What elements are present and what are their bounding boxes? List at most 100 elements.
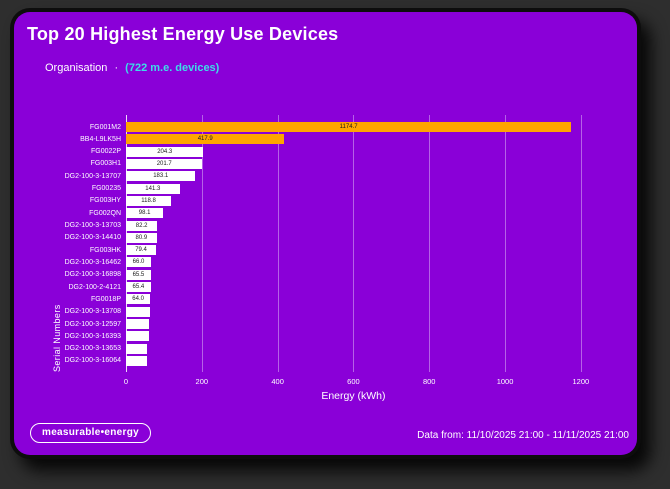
serial-number-label: FG003H1 xyxy=(90,160,121,168)
plot-area: Serial Numbers FG001M2 1174.7 BB4-L9LK5H 41… xyxy=(52,115,596,402)
bar-value-label: 80.9 xyxy=(135,234,148,241)
x-tick-label: 800 xyxy=(422,377,436,386)
subtitle-separator: · xyxy=(114,62,119,74)
serial-number-label: FG003HK xyxy=(89,246,121,254)
energy-bar xyxy=(126,331,149,342)
x-axis-title: Energy (kWh) xyxy=(321,390,386,402)
x-tick-label: 0 xyxy=(123,377,129,386)
bar-row: DG2-100-3-16462 66.0 xyxy=(65,257,596,268)
energy-bar: 417.9 xyxy=(126,134,285,145)
serial-number-label: DG2-100-3-13703 xyxy=(64,222,121,229)
bar-row: BB4-L9LK5H 417.9 xyxy=(80,134,596,145)
device-count-label: (722 m.e. devices) xyxy=(125,62,220,74)
bar-rows: FG001M2 1174.7 BB4-L9LK5H 417.9 FG0022P 204.3… xyxy=(65,115,596,372)
serial-number-label: DG2-100-3-13653 xyxy=(64,345,121,353)
energy-bar: 79.4 xyxy=(126,245,157,256)
bar-value-label: 65.4 xyxy=(132,284,145,291)
bar-row: FG003H1 201.7 xyxy=(91,158,596,169)
bar-row: DG2-100-3-13653 xyxy=(65,343,596,354)
page-title: Top 20 Highest Energy Use Devices xyxy=(27,24,339,44)
bar-value-label: 417.9 xyxy=(197,136,213,143)
serial-number-label: DG2-100-2-4121 xyxy=(68,283,121,291)
bar-row: FG002QN 98.1 xyxy=(89,208,596,219)
serial-number-label: FG00235 xyxy=(91,185,121,193)
energy-bar xyxy=(126,306,150,317)
energy-bar: 118.8 xyxy=(126,195,172,206)
serial-number-label: DG2-100-3-13708 xyxy=(64,308,121,316)
bar-value-label: 79.4 xyxy=(135,247,147,254)
bar-row: DG2-100-3-13707 183.1 xyxy=(65,171,596,182)
bar-row: DG2-100-3-13703 82.2 xyxy=(65,220,596,231)
bar-value-label: 82.2 xyxy=(135,222,148,229)
energy-bar: 82.2 xyxy=(126,220,158,231)
x-tick-label: 1000 xyxy=(496,377,514,386)
gridline xyxy=(580,115,582,372)
x-tick-label: 600 xyxy=(347,377,360,386)
gridline xyxy=(277,115,279,372)
energy-bar: 183.1 xyxy=(126,171,196,182)
energy-bar: 64.0 xyxy=(126,294,151,305)
bar-row: DG2-100-2-4121 65.4 xyxy=(68,282,596,293)
energy-bar: 1174.7 xyxy=(126,122,572,132)
bar-value-label: 204.3 xyxy=(157,148,173,155)
serial-number-label: FG0018P xyxy=(91,295,121,303)
bar-row: FG0018P 64.0 xyxy=(91,294,596,305)
serial-number-label: FG0022P xyxy=(91,148,121,156)
serial-number-label: DG2-100-3-16064 xyxy=(64,357,121,365)
energy-bar: 80.9 xyxy=(126,232,157,243)
bar-value-label: 66.0 xyxy=(132,259,145,266)
energy-bar xyxy=(126,355,147,366)
serial-number-label: DG2-100-3-16393 xyxy=(64,332,121,340)
bar-value-label: 64.0 xyxy=(132,296,144,303)
bar-value-label: 98.1 xyxy=(138,210,151,217)
energy-bar: 66.0 xyxy=(126,257,152,268)
energy-bar: 98.1 xyxy=(126,208,164,219)
serial-number-label: BB4-L9LK5H xyxy=(80,135,121,143)
serial-number-label: DG2-100-3-16898 xyxy=(64,271,121,279)
bar-row: DG2-100-3-14410 80.9 xyxy=(65,232,596,243)
subtitle: Organisation · (722 m.e. devices) xyxy=(45,62,219,74)
bar-value-label: 65.5 xyxy=(132,271,145,278)
gridline xyxy=(353,115,355,372)
gridline xyxy=(505,115,507,372)
bar-row: DG2-100-3-13708 xyxy=(65,306,596,317)
date-range-label: Data from: 11/10/2025 21:00 - 11/11/2025… xyxy=(417,430,629,441)
x-tick-label: 400 xyxy=(271,377,284,386)
gridline xyxy=(429,115,431,372)
energy-bar xyxy=(126,319,150,329)
energy-bar xyxy=(126,343,148,354)
bar-row: FG003HK 79.4 xyxy=(90,245,596,256)
bar-row: DG2-100-3-16898 65.5 xyxy=(65,269,596,280)
organisation-label: Organisation xyxy=(45,62,108,74)
bar-value-label: 141.3 xyxy=(145,185,161,192)
measurable-energy-logo: measurable•energy xyxy=(30,423,151,443)
bar-row: DG2-100-3-16393 xyxy=(65,331,596,342)
energy-bar: 141.3 xyxy=(126,183,180,194)
bar-value-label: 201.7 xyxy=(156,160,172,167)
bar-row: DG2-100-3-12597 xyxy=(65,319,596,329)
energy-bar: 65.5 xyxy=(126,269,151,280)
x-tick-label: 200 xyxy=(195,377,209,386)
bar-row: FG003HY 118.8 xyxy=(90,195,596,206)
report-card: Top 20 Highest Energy Use Devices Organi… xyxy=(14,12,637,455)
serial-number-label: DG2-100-3-14410 xyxy=(64,234,121,242)
bar-row: FG00235 141.3 xyxy=(92,183,596,194)
serial-number-label: DG2-100-3-12597 xyxy=(64,320,121,328)
serial-number-label: FG003HY xyxy=(89,197,121,205)
energy-bar: 65.4 xyxy=(126,282,151,293)
energy-bar: 204.3 xyxy=(126,146,204,157)
serial-number-label: FG001M2 xyxy=(89,123,121,131)
bar-value-label: 118.8 xyxy=(141,197,156,204)
gridline xyxy=(201,115,203,372)
gridline xyxy=(126,115,127,372)
energy-bar: 201.7 xyxy=(126,158,203,169)
bar-value-label: 1174.7 xyxy=(339,124,358,130)
y-axis-title: Serial Numbers xyxy=(52,304,62,372)
bar-row: FG001M2 1174.7 xyxy=(90,122,596,132)
bar-row: DG2-100-3-16064 xyxy=(65,355,596,366)
serial-number-label: DG2-100-3-13707 xyxy=(64,172,121,180)
bar-value-label: 183.1 xyxy=(153,173,169,180)
serial-number-label: FG002QN xyxy=(89,209,121,217)
serial-number-label: DG2-100-3-16462 xyxy=(64,258,121,266)
bar-row: FG0022P 204.3 xyxy=(91,146,596,157)
